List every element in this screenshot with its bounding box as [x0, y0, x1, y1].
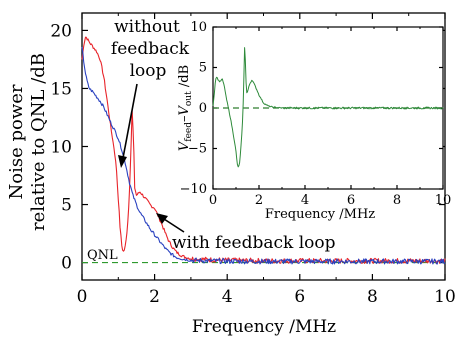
- inset-y-label: Vfeed–Vout /dB: [177, 65, 194, 151]
- y-tick-label: 0: [61, 254, 72, 274]
- inset-series: [212, 47, 444, 168]
- annotation-with-arrowhead: [156, 213, 168, 224]
- y-tick-label: 10: [50, 138, 72, 158]
- inset-y-label-v1: V: [177, 140, 192, 151]
- x-tick-label: 10: [435, 193, 452, 208]
- annotation-without-line1: without: [114, 17, 180, 37]
- annotation-with-arrow: [163, 218, 185, 233]
- inset-ticks: 0 2 4 6 8 10 10 5 0 −5 −10: [180, 20, 452, 208]
- x-tick-label: 6: [347, 193, 355, 208]
- main-y-label-line1: Noise power: [6, 84, 27, 199]
- inset-y-label-sub2: out: [184, 91, 194, 106]
- x-tick-label: 0: [77, 287, 88, 307]
- inset-y-label-unit: /dB: [177, 65, 192, 91]
- annotation-without-line2: feedback: [111, 39, 190, 59]
- x-tick-label: 2: [255, 193, 263, 208]
- main-series: [81, 36, 446, 265]
- y-tick-label: 10: [190, 20, 207, 35]
- inset-y-label-sub1: feed: [184, 122, 194, 142]
- inset-x-label: Frequency /MHz: [265, 207, 375, 222]
- y-tick-label: 5: [199, 61, 207, 76]
- qnl-label: QNL: [87, 248, 118, 263]
- x-tick-label: 8: [367, 287, 378, 307]
- annotation-without-arrow: [122, 83, 138, 159]
- x-tick-label: 6: [294, 287, 305, 307]
- y-tick-label: 0: [199, 101, 207, 116]
- main-y-label-line2: relative to QNL /dB: [28, 53, 49, 231]
- x-tick-label: 4: [301, 193, 309, 208]
- annotation-without-arrowhead: [118, 155, 127, 168]
- y-tick-label: −5: [188, 142, 207, 157]
- annotation-with: with feedback loop: [172, 233, 336, 253]
- x-tick-label: 10: [434, 287, 456, 307]
- series-line-1: [212, 47, 444, 168]
- inset-y-label-v2: –V: [177, 104, 192, 122]
- x-tick-label: 0: [209, 193, 217, 208]
- series-line-2: [81, 46, 446, 265]
- x-tick-label: 2: [149, 287, 160, 307]
- x-tick-label: 8: [393, 193, 401, 208]
- y-tick-label: −10: [180, 182, 207, 197]
- y-tick-label: 20: [50, 21, 72, 41]
- y-tick-label: 15: [50, 79, 72, 99]
- x-tick-label: 4: [222, 287, 233, 307]
- main-x-label: Frequency /MHz: [192, 317, 336, 337]
- annotation-without-line3: loop: [130, 61, 167, 81]
- y-tick-label: 5: [61, 196, 72, 216]
